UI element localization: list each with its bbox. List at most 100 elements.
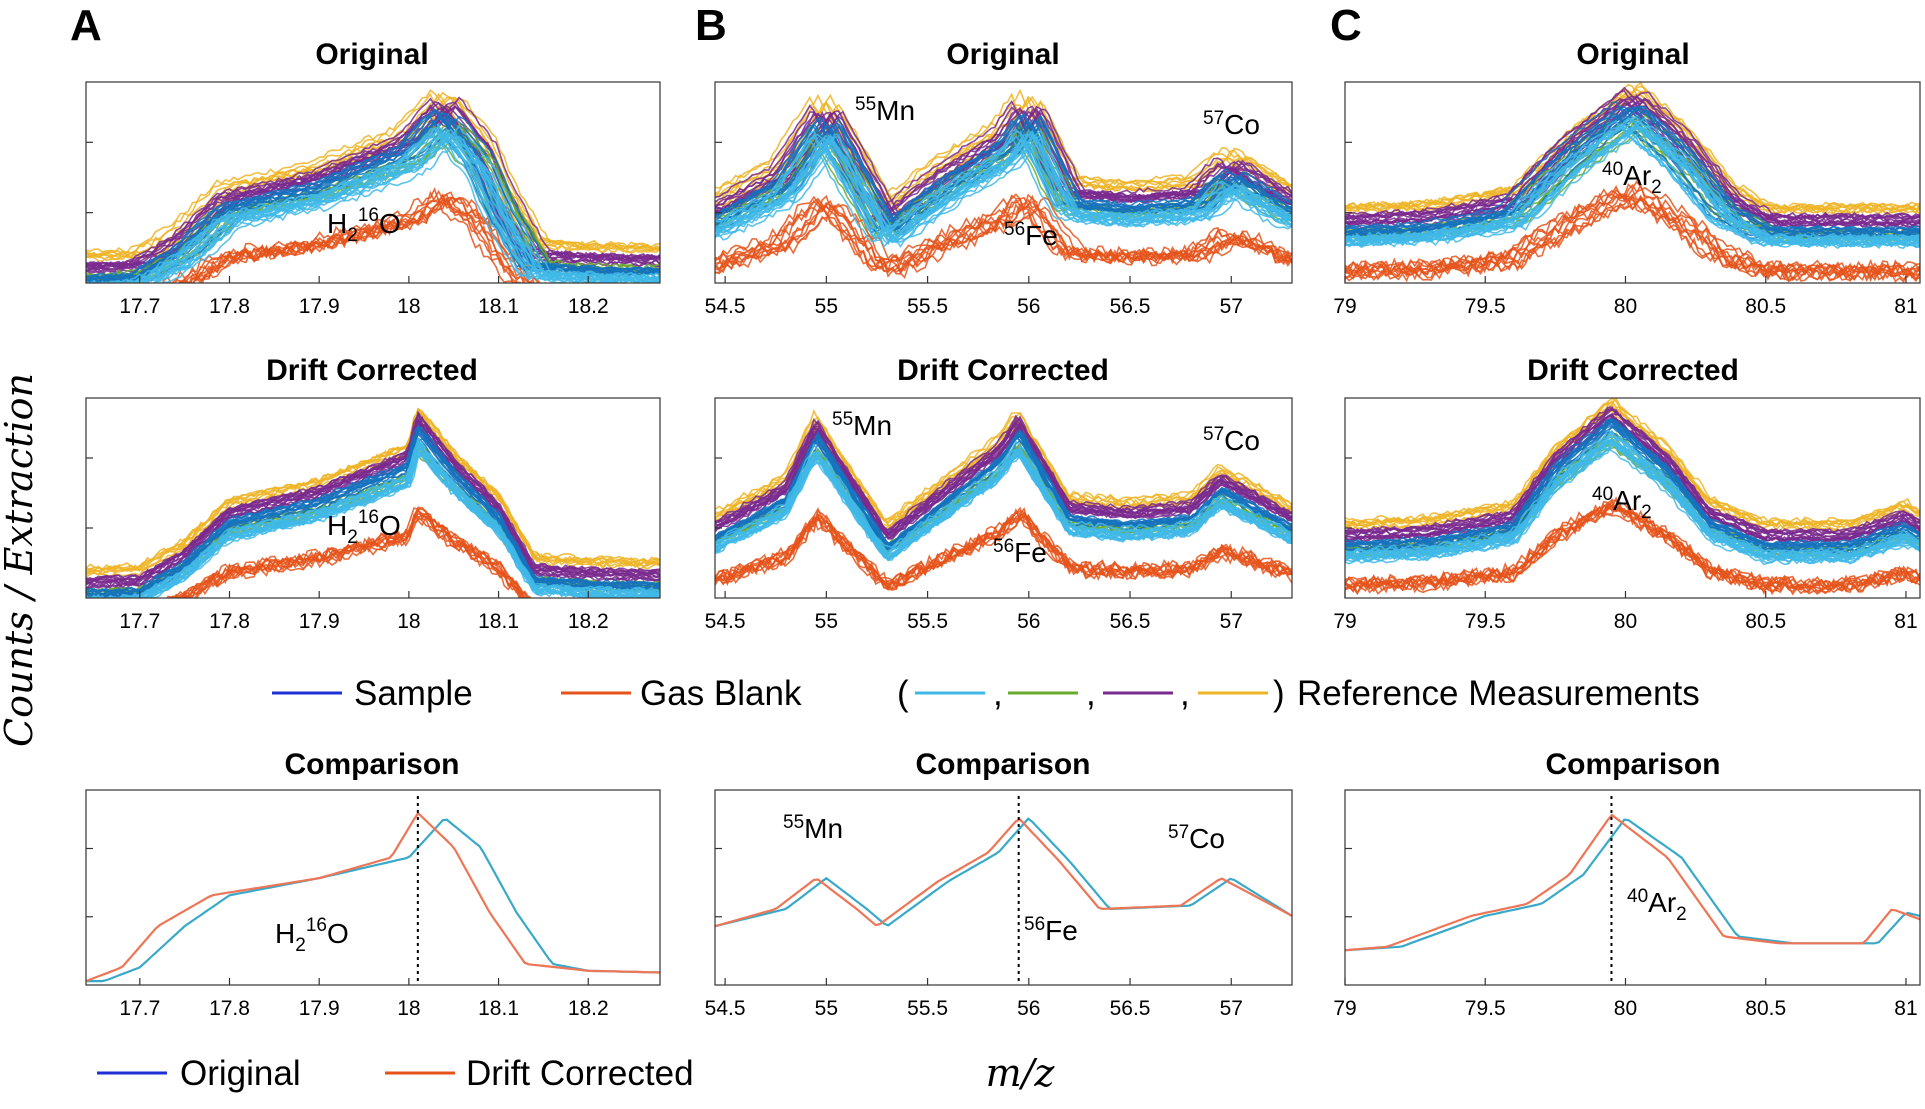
plot-a-drift [86, 407, 660, 598]
trace-gas-blank [183, 196, 547, 283]
plots: 17.7 17.8 17.9 18 18.1 18.2 17.7 17.8 17.9 18 18.1… [85, 81, 1921, 1020]
axes-frame [714, 397, 1293, 599]
trace-ref3 [1345, 91, 1920, 221]
plot-b-original [715, 88, 1292, 280]
x-tick-label: 18.1 [478, 997, 519, 1020]
trace-gas-blank [182, 515, 526, 598]
trace-ref3 [715, 108, 1292, 222]
x-tick-label: 56 [1017, 610, 1040, 633]
x-tick-label: 80 [1614, 997, 1637, 1020]
trace-ref1 [1345, 443, 1920, 564]
peak-label-h2o-comp: H216O [275, 915, 349, 956]
trace-gas-blank [715, 510, 1292, 585]
legend-label-original: Original [180, 1054, 301, 1093]
peak-label-ar-comp: 40Ar2 [1627, 886, 1687, 925]
plot-b-drift [715, 408, 1292, 591]
x-tick-label: 56 [1017, 295, 1040, 318]
x-tick-label: 54.5 [705, 295, 746, 318]
trace-gas-blank [715, 193, 1292, 278]
peak-label-h2o-drift: H216O [327, 507, 401, 548]
x-tick-label: 17.8 [209, 997, 250, 1020]
trace-ref1 [715, 133, 1292, 241]
x-tick-label: 79.5 [1465, 610, 1506, 633]
trace-ref3 [1345, 407, 1920, 535]
x-tick-label: 17.7 [119, 295, 160, 318]
trace-ref1 [715, 455, 1292, 561]
x-tick-label: 18 [397, 997, 420, 1020]
x-tick-label: 18.2 [568, 997, 609, 1020]
title-c-comparison: Comparison [1545, 748, 1720, 781]
x-tick-label: 79 [1333, 997, 1356, 1020]
peak-label-co-orig: 57Co [1203, 108, 1260, 140]
x-tick-label: 17.9 [299, 997, 340, 1020]
series-original [715, 817, 1292, 928]
trace-ref1 [86, 436, 660, 598]
series-drift-corrected [86, 811, 660, 983]
trace-ref4 [86, 92, 660, 262]
trace-gas-blank [715, 198, 1292, 272]
trace-ref1 [715, 136, 1292, 248]
x-tick-label: 55.5 [907, 997, 948, 1020]
trace-ref1 [98, 445, 660, 598]
trace-gas-blank [1345, 195, 1920, 283]
trace-ref3 [715, 423, 1292, 539]
y-axis-label: Counts / Extraction [0, 373, 41, 747]
axes-frame [1344, 789, 1921, 986]
peak-label-fe-comp: 56Fe [1024, 914, 1078, 946]
trace-ref1 [86, 124, 660, 283]
title-b-drift: Drift Corrected [897, 354, 1109, 387]
legend-close-paren: ) [1273, 674, 1285, 713]
trace-sample [715, 119, 1292, 235]
trace-ref1 [715, 445, 1292, 555]
legend-open-paren: ( [897, 674, 909, 713]
peak-label-fe-orig: 56Fe [1004, 219, 1058, 251]
title-c-drift: Drift Corrected [1527, 354, 1739, 387]
trace-ref1 [715, 129, 1292, 241]
x-tick-label: 80 [1614, 610, 1637, 633]
legend-label-gas-blank: Gas Blank [640, 674, 802, 713]
legend-label-sample: Sample [354, 674, 473, 713]
trace-gas-blank [188, 193, 526, 283]
trace-ref1 [715, 449, 1292, 556]
panel-letter-b: B [695, 1, 727, 50]
axes-frame [1344, 81, 1921, 284]
trace-ref3 [1345, 415, 1920, 542]
trace-ref3 [86, 423, 660, 590]
trace-sample [86, 430, 660, 598]
trace-ref1 [715, 132, 1292, 244]
x-tick-label: 55.5 [907, 610, 948, 633]
trace-ref1 [1345, 121, 1920, 243]
trace-ref3 [715, 100, 1292, 219]
trace-ref4 [715, 92, 1292, 211]
x-tick-label: 56 [1017, 997, 1040, 1020]
trace-ref1 [715, 133, 1292, 243]
x-tick-label: 56.5 [1110, 295, 1151, 318]
series-drift-corrected [715, 818, 1292, 928]
trace-ref1 [1345, 119, 1920, 245]
trace-ref4 [1345, 406, 1920, 532]
x-tick-label: 55 [815, 997, 838, 1020]
trace-ref3 [715, 106, 1292, 221]
series-drift-corrected [1345, 813, 1920, 952]
x-axis-label: m/z [986, 1051, 1056, 1095]
x-tick-label: 17.7 [119, 610, 160, 633]
axes-frame [85, 81, 661, 284]
axes-frame [85, 789, 661, 986]
title-c-original: Original [1576, 38, 1689, 71]
x-tick-label: 18.1 [478, 610, 519, 633]
x-tick-label: 80.5 [1745, 610, 1786, 633]
legend-top: Sample Gas Blank ( , , , ) Reference Mea… [272, 674, 1700, 713]
x-tick-label: 17.9 [299, 610, 340, 633]
trace-sample [715, 436, 1292, 550]
trace-gas-blank [715, 512, 1292, 591]
trace-sample [715, 121, 1292, 233]
peak-label-ar-drift: 40Ar2 [1592, 484, 1652, 523]
x-tick-label: 80.5 [1745, 295, 1786, 318]
peak-label-co-drift: 57Co [1203, 424, 1260, 456]
peak-label-mn-comp: 55Mn [783, 812, 843, 844]
trace-ref1 [1345, 125, 1920, 248]
title-b-comparison: Comparison [915, 748, 1090, 781]
series-original [86, 818, 660, 983]
title-a-comparison: Comparison [284, 748, 459, 781]
x-tick-label: 56.5 [1110, 610, 1151, 633]
